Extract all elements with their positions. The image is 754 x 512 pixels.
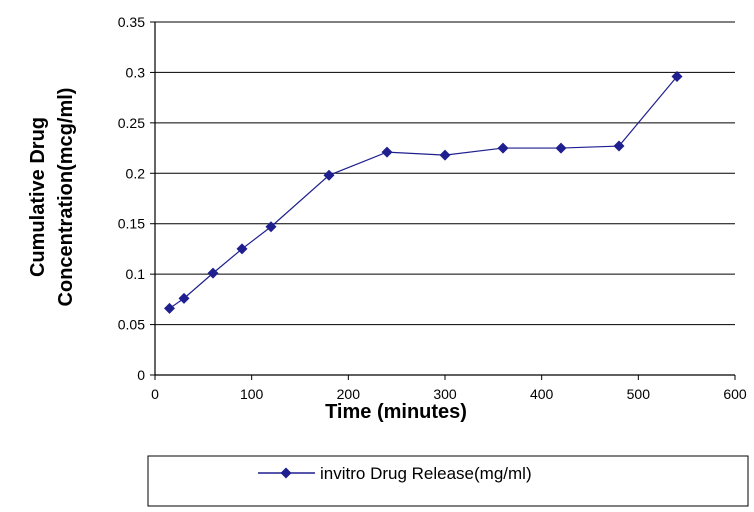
data-point xyxy=(236,243,248,255)
axes xyxy=(154,22,735,376)
x-tick-label: 400 xyxy=(530,386,554,402)
y-axis-title-line1: Cumulative Drug xyxy=(27,117,49,277)
y-axis-ticks: 0 0.05 0.1 0.15 0.2 0.25 0.3 0.35 xyxy=(118,14,155,383)
y-tick-label: 0.05 xyxy=(118,317,145,333)
x-tick-label: 200 xyxy=(337,386,361,402)
x-tick-label: 0 xyxy=(151,386,159,402)
data-point xyxy=(439,149,451,161)
data-point xyxy=(555,142,567,154)
legend: invitro Drug Release(mg/ml) xyxy=(147,455,749,507)
x-axis-ticks: 0 100 200 300 400 500 600 xyxy=(151,375,747,402)
data-point xyxy=(164,302,175,314)
x-tick-label: 500 xyxy=(627,386,651,402)
grid-lines xyxy=(155,21,735,326)
data-point xyxy=(207,267,219,279)
legend-label: invitro Drug Release(mg/ml) xyxy=(320,464,532,483)
y-tick-label: 0 xyxy=(137,367,145,383)
data-series xyxy=(164,70,683,314)
legend-marker-diamond xyxy=(280,467,292,479)
y-tick-label: 0.2 xyxy=(126,165,146,181)
data-point xyxy=(381,146,393,158)
data-point xyxy=(178,292,190,304)
y-tick-label: 0.3 xyxy=(126,64,146,80)
x-axis-title: Time (minutes) xyxy=(325,401,467,423)
x-tick-label: 300 xyxy=(433,386,457,402)
data-point xyxy=(671,70,683,82)
data-point xyxy=(613,140,625,152)
series-line xyxy=(169,76,678,309)
y-tick-label: 0.25 xyxy=(118,115,145,131)
data-point xyxy=(323,169,335,181)
y-axis-title-line2: Concentration(mcg/ml) xyxy=(55,88,77,307)
legend-box xyxy=(147,455,749,507)
y-tick-label: 0.1 xyxy=(126,266,146,282)
data-point xyxy=(265,221,277,233)
y-tick-label: 0.15 xyxy=(118,216,145,232)
data-point xyxy=(497,142,509,154)
x-tick-label: 600 xyxy=(723,386,747,402)
x-tick-label: 100 xyxy=(240,386,264,402)
y-tick-label: 0.35 xyxy=(118,14,145,30)
